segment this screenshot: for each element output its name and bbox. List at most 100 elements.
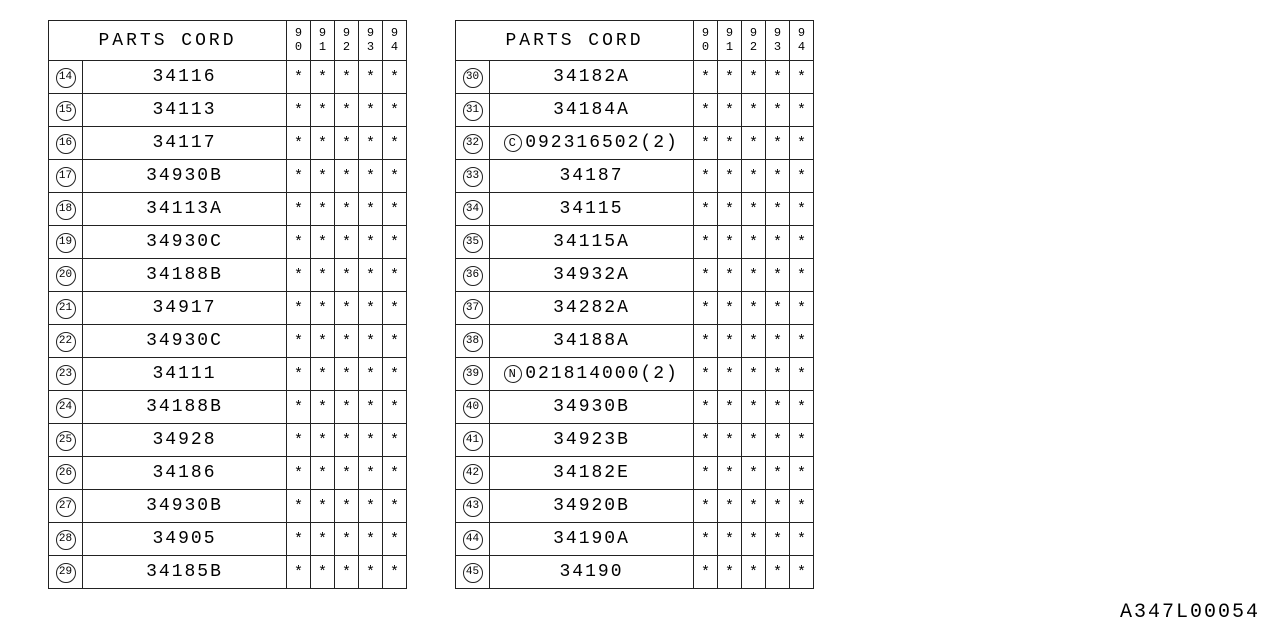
year-mark-cell: * — [311, 556, 335, 589]
table-row: 2034188B***** — [49, 259, 407, 292]
part-number-text: 34930B — [146, 166, 223, 186]
part-number-cell: 34113A — [83, 193, 287, 226]
year-mark-cell: * — [311, 94, 335, 127]
part-number-text: 34113 — [152, 100, 216, 120]
part-number-cell: 34282A — [490, 292, 694, 325]
part-number-text: 34111 — [152, 364, 216, 384]
row-index-cell: 38 — [456, 325, 490, 358]
year-mark-cell: * — [790, 556, 814, 589]
year-mark-cell: * — [311, 61, 335, 94]
header-year: 92 — [335, 21, 359, 61]
part-number-cell: N021814000(2) — [490, 358, 694, 391]
part-number-text: 34185B — [146, 562, 223, 582]
year-mark-cell: * — [790, 391, 814, 424]
year-mark-cell: * — [287, 556, 311, 589]
year-mark-cell: * — [694, 391, 718, 424]
parts-cord-page: PARTS CORD90919293941434116*****1534113*… — [0, 0, 1280, 640]
year-mark-cell: * — [766, 523, 790, 556]
row-index-circle: 36 — [463, 266, 483, 286]
row-index-circle: 16 — [56, 134, 76, 154]
year-mark-cell: * — [359, 292, 383, 325]
year-mark-cell: * — [766, 94, 790, 127]
table-row: 2334111***** — [49, 358, 407, 391]
year-mark-cell: * — [287, 226, 311, 259]
year-mark-cell: * — [311, 226, 335, 259]
row-index-circle: 20 — [56, 266, 76, 286]
row-index-circle: 18 — [56, 200, 76, 220]
part-number-cell: 34115A — [490, 226, 694, 259]
row-index-circle: 43 — [463, 497, 483, 517]
row-index-cell: 18 — [49, 193, 83, 226]
table-row: 2234930C***** — [49, 325, 407, 358]
header-year-digit: 3 — [367, 41, 374, 54]
table-row: 3134184A***** — [456, 94, 814, 127]
year-mark-cell: * — [790, 226, 814, 259]
year-mark-cell: * — [359, 358, 383, 391]
row-index-circle: 14 — [56, 68, 76, 88]
table-row: 1634117***** — [49, 127, 407, 160]
row-index-cell: 42 — [456, 457, 490, 490]
row-index-cell: 31 — [456, 94, 490, 127]
header-year-digit: 1 — [319, 41, 326, 54]
part-number-text: 34190 — [559, 562, 623, 582]
year-mark-cell: * — [790, 160, 814, 193]
year-mark-cell: * — [718, 391, 742, 424]
table-row: 4034930B***** — [456, 391, 814, 424]
part-number-cell: 34115 — [490, 193, 694, 226]
year-mark-cell: * — [311, 358, 335, 391]
year-mark-cell: * — [790, 94, 814, 127]
year-mark-cell: * — [766, 325, 790, 358]
year-mark-cell: * — [311, 523, 335, 556]
year-mark-cell: * — [718, 424, 742, 457]
parts-table: PARTS CORD90919293941434116*****1534113*… — [48, 20, 407, 589]
part-number-cell: 34111 — [83, 358, 287, 391]
year-mark-cell: * — [311, 424, 335, 457]
part-number-text: 34920B — [553, 496, 630, 516]
row-index-cell: 14 — [49, 61, 83, 94]
year-mark-cell: * — [359, 424, 383, 457]
year-mark-cell: * — [335, 457, 359, 490]
table-row: 2734930B***** — [49, 490, 407, 523]
year-mark-cell: * — [287, 292, 311, 325]
table-row: 39N021814000(2)***** — [456, 358, 814, 391]
year-mark-cell: * — [287, 193, 311, 226]
row-index-circle: 41 — [463, 431, 483, 451]
part-number-cell: 34930B — [83, 490, 287, 523]
row-index-circle: 38 — [463, 332, 483, 352]
row-index-circle: 27 — [56, 497, 76, 517]
row-index-cell: 35 — [456, 226, 490, 259]
year-mark-cell: * — [766, 226, 790, 259]
table-row: 4334920B***** — [456, 490, 814, 523]
year-mark-cell: * — [718, 358, 742, 391]
year-mark-cell: * — [718, 259, 742, 292]
row-index-circle: 15 — [56, 101, 76, 121]
part-number-cell: 34182E — [490, 457, 694, 490]
year-mark-cell: * — [742, 127, 766, 160]
year-mark-cell: * — [694, 94, 718, 127]
part-prefix-circle: C — [504, 134, 522, 152]
header-year-digit: 9 — [319, 27, 326, 40]
part-number-text: 34182E — [553, 463, 630, 483]
part-number-text: 34113A — [146, 199, 223, 219]
table-row: 4234182E***** — [456, 457, 814, 490]
year-mark-cell: * — [359, 61, 383, 94]
year-mark-cell: * — [718, 94, 742, 127]
year-mark-cell: * — [287, 457, 311, 490]
header-year-digit: 0 — [702, 41, 709, 54]
row-index-circle: 44 — [463, 530, 483, 550]
header-year: 91 — [718, 21, 742, 61]
year-mark-cell: * — [311, 160, 335, 193]
part-number-text: 34930B — [146, 496, 223, 516]
row-index-cell: 43 — [456, 490, 490, 523]
row-index-circle: 39 — [463, 365, 483, 385]
part-number-cell: 34190A — [490, 523, 694, 556]
part-number-text: 34117 — [152, 133, 216, 153]
year-mark-cell: * — [790, 259, 814, 292]
row-index-cell: 32 — [456, 127, 490, 160]
part-number-text: 34930B — [553, 397, 630, 417]
table-row: 1934930C***** — [49, 226, 407, 259]
part-prefix-circle: N — [504, 365, 522, 383]
row-index-cell: 23 — [49, 358, 83, 391]
header-year-digit: 9 — [798, 27, 805, 40]
year-mark-cell: * — [335, 490, 359, 523]
